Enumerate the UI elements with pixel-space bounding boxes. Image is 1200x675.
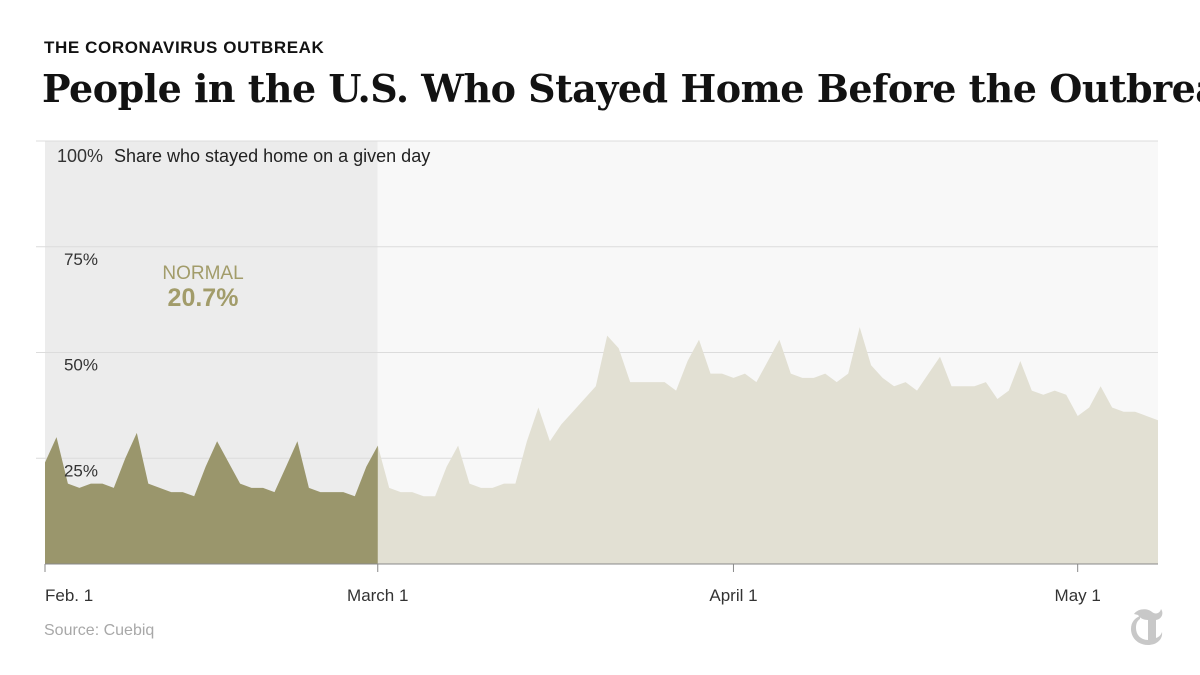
nyt-t-logo-icon: [1131, 609, 1163, 645]
data-areas: [45, 327, 1159, 564]
chart-title: People in the U.S. Who Stayed Home Befor…: [42, 66, 1200, 111]
kicker: THE CORONAVIRUS OUTBREAK: [44, 38, 325, 57]
y-tick-label: 75%: [64, 250, 98, 269]
axis-labels: Feb. 1 March 1 April 1 May 1 25% 50% 75% 100% Sh…: [45, 146, 1101, 605]
y-axis-label: Share who stayed home on a given day: [114, 146, 430, 166]
x-axis: [44, 563, 1158, 572]
series-area-after: [366, 327, 1159, 564]
normal-label: NORMAL: [162, 263, 243, 284]
source-note: Source: Cuebiq: [44, 622, 155, 639]
y-tick-label: 25%: [64, 461, 98, 480]
series-area-normal: [45, 432, 378, 564]
x-tick-label: April 1: [709, 586, 757, 605]
y-tick-label: 50%: [64, 356, 98, 375]
x-tick-label: Feb. 1: [45, 586, 93, 605]
normal-annotation: NORMAL 20.7%: [162, 263, 243, 312]
x-tick-label: May 1: [1055, 586, 1101, 605]
y-tick-label: 100%: [57, 146, 103, 166]
normal-value: 20.7%: [168, 284, 239, 312]
x-tick-label: March 1: [347, 586, 408, 605]
